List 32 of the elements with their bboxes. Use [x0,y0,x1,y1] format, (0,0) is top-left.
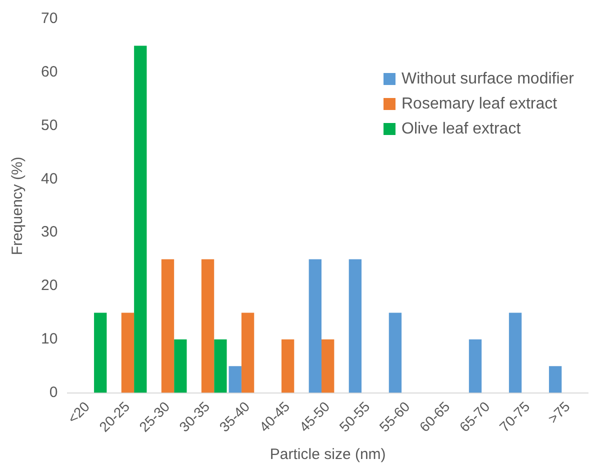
bar [214,339,227,393]
bar [134,46,147,393]
bar [548,366,562,393]
bar [322,339,334,393]
y-tick-label: 60 [40,64,58,81]
bar [228,366,242,393]
bar [121,312,134,393]
bar [388,312,402,393]
y-tick-label: 40 [40,170,58,188]
legend-label: Without surface modifier [401,70,575,88]
legend-label: Olive leaf extract [401,120,522,138]
x-tick-label: >75 [544,398,573,426]
bar [468,339,482,393]
y-tick-label: 30 [40,224,58,241]
bar [508,312,522,393]
legend-label: Rosemary leaf extract [401,95,558,112]
bar [201,259,214,393]
bar [308,259,322,393]
y-tick-label: 0 [49,384,58,401]
y-tick-label: 70 [40,10,58,28]
y-tick-label: 20 [40,277,58,294]
y-tick-label: 50 [40,116,58,134]
bar [241,312,254,393]
x-axis-title: Particle size (nm) [270,446,386,464]
bar [94,312,107,393]
bar [174,339,187,393]
bar [348,259,362,393]
x-tick-label: <20 [64,398,93,426]
bar [281,339,294,393]
bar [161,259,174,393]
y-axis-title: Frequency (%) [9,156,26,256]
y-tick-label: 10 [40,330,58,348]
